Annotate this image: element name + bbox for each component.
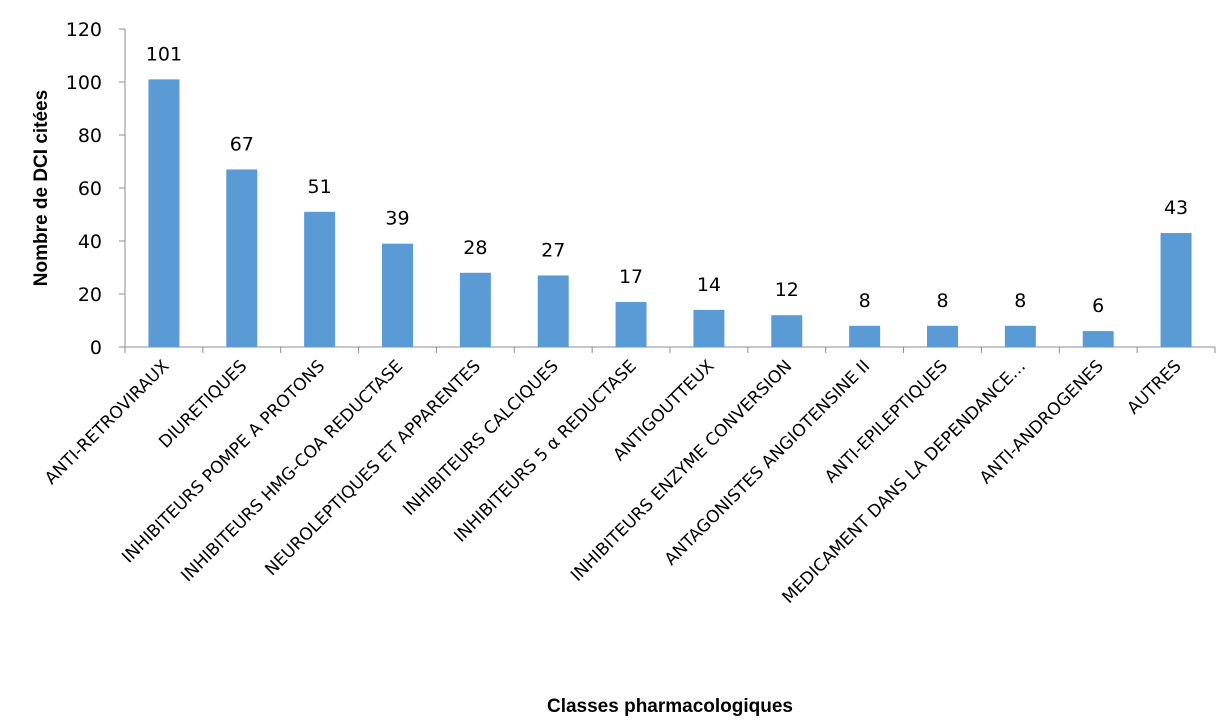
bar-value-label: 8 (936, 290, 948, 312)
bar-value-label: 27 (541, 239, 565, 261)
bar (226, 169, 258, 347)
y-tick-label: 100 (66, 72, 102, 94)
y-tick-label: 40 (78, 231, 102, 253)
bar-value-label: 17 (619, 266, 643, 288)
y-axis-title: Nombre de DCI citées (31, 90, 52, 286)
x-axis-title: Classes pharmacologiques (547, 696, 793, 717)
category-label: INHIBITEURS CALCIQUES (399, 356, 562, 519)
bar-value-label: 8 (1014, 290, 1026, 312)
bar (537, 275, 569, 347)
bar (927, 325, 958, 347)
bar-value-label: 8 (859, 290, 871, 312)
y-tick-label: 0 (90, 337, 102, 359)
bar-value-label: 28 (463, 237, 487, 259)
bar-value-label: 101 (146, 43, 182, 65)
y-axis: 0 20 40 60 80 100 120 (66, 19, 126, 359)
bar (459, 272, 491, 347)
y-tick-label: 60 (78, 178, 102, 200)
data-labels: 101 67 51 39 28 27 17 14 12 8 8 8 6 43 (146, 43, 1188, 317)
bar-value-label: 6 (1092, 295, 1104, 317)
bar (1160, 233, 1192, 347)
y-tick-label: 80 (78, 125, 102, 147)
bar (771, 315, 803, 347)
bar-value-label: 67 (230, 133, 254, 155)
bars (148, 79, 1192, 347)
bar (148, 79, 180, 347)
bar-value-label: 43 (1164, 197, 1188, 219)
category-label: ANTI-RETROVIRAUX (41, 356, 174, 489)
y-tick-label: 120 (66, 19, 102, 41)
y-tick-label: 20 (78, 284, 102, 306)
bar (304, 211, 336, 347)
bar-value-label: 39 (385, 208, 409, 230)
bar (382, 243, 413, 347)
bar (615, 301, 647, 347)
bar (849, 325, 881, 347)
bar (1082, 331, 1114, 347)
bar-value-label: 12 (775, 279, 799, 301)
bar (693, 309, 725, 347)
bar (1004, 325, 1036, 347)
category-label: AUTRES (1124, 356, 1186, 418)
bar-value-label: 51 (308, 176, 332, 198)
x-axis (124, 346, 1216, 353)
bar-value-label: 14 (697, 274, 721, 296)
